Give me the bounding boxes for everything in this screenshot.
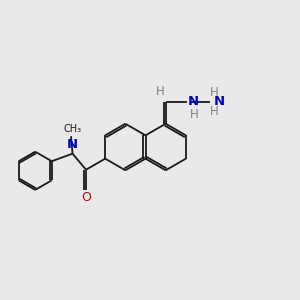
Text: N: N [187,95,198,108]
Text: H: H [210,85,218,99]
Text: H: H [190,108,199,121]
Text: CH₃: CH₃ [63,124,82,134]
Text: N: N [67,138,78,151]
Text: H: H [156,85,165,98]
Text: O: O [81,191,91,204]
Text: H: H [210,105,218,118]
Text: N: N [214,95,225,108]
